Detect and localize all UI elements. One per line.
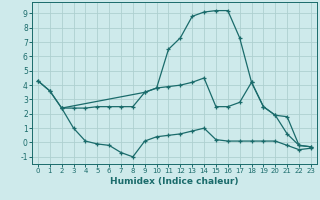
X-axis label: Humidex (Indice chaleur): Humidex (Indice chaleur) (110, 177, 239, 186)
